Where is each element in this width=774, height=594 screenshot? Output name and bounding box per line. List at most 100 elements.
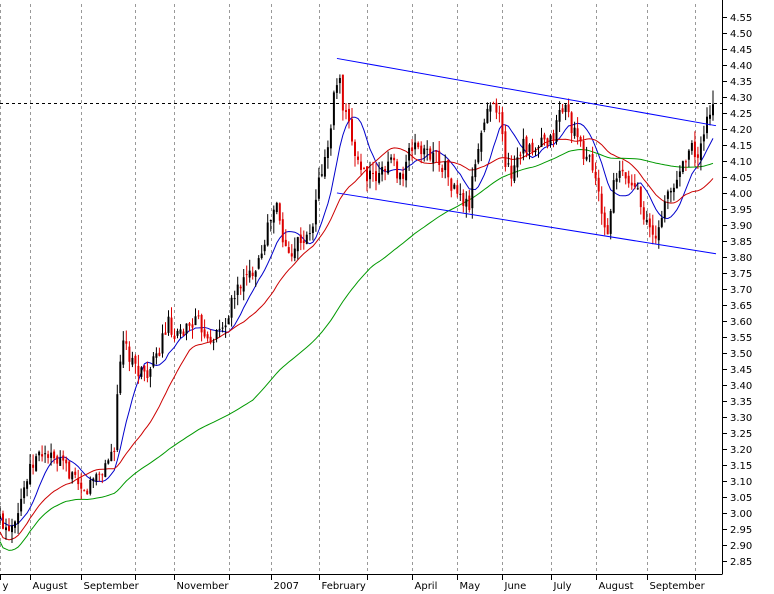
price-bar bbox=[612, 172, 615, 214]
price-bar bbox=[86, 488, 89, 495]
price-bar bbox=[125, 330, 128, 350]
price-bar bbox=[477, 143, 480, 165]
price-bar bbox=[335, 78, 338, 99]
price-bar bbox=[693, 131, 696, 167]
price-bar bbox=[278, 202, 281, 225]
price-bar bbox=[696, 146, 699, 169]
price-bar bbox=[326, 140, 329, 169]
price-bar bbox=[621, 160, 624, 176]
price-bar bbox=[104, 459, 107, 478]
price-bar bbox=[131, 351, 134, 368]
price-bar bbox=[573, 121, 576, 139]
price-bar bbox=[113, 447, 116, 462]
channel-lower-line bbox=[336, 192, 717, 255]
price-bar bbox=[549, 133, 552, 148]
moving-average-85 bbox=[0, 148, 714, 551]
price-bar bbox=[687, 149, 690, 168]
price-bar bbox=[26, 478, 29, 497]
price-bar bbox=[450, 177, 453, 198]
price-bar bbox=[552, 129, 555, 148]
price-bar bbox=[699, 136, 702, 171]
y-tick-label: 3.55 bbox=[730, 333, 752, 344]
price-bar bbox=[179, 324, 182, 339]
price-bar bbox=[308, 224, 311, 241]
channel-upper-line bbox=[336, 57, 717, 127]
price-bar bbox=[432, 142, 435, 172]
price-bar bbox=[161, 324, 164, 358]
price-bar bbox=[44, 445, 47, 463]
price-bar bbox=[203, 319, 206, 339]
price-bar bbox=[426, 140, 429, 161]
price-bar bbox=[345, 103, 347, 120]
price-bar bbox=[516, 147, 519, 178]
y-tick-label: 3.45 bbox=[730, 365, 752, 376]
price-bar bbox=[351, 108, 353, 146]
y-tick-label: 2.90 bbox=[730, 541, 752, 552]
y-tick-label: 3.30 bbox=[730, 413, 752, 424]
y-tick-label: 4.15 bbox=[730, 141, 752, 152]
price-bar bbox=[293, 237, 296, 262]
price-bar bbox=[498, 105, 501, 123]
price-bar bbox=[495, 98, 498, 120]
y-axis-ticks: 2.85 2.90 2.95 3.00 3.05 3.10 3.15 3.20 3.25 3.30… bbox=[722, 13, 752, 568]
price-bar bbox=[513, 155, 516, 184]
price-bar bbox=[507, 152, 510, 167]
price-bars bbox=[0, 74, 714, 543]
price-bar bbox=[706, 107, 708, 139]
price-bar bbox=[666, 189, 669, 210]
vertical-gridlines bbox=[0, 4, 696, 574]
price-bar bbox=[128, 341, 131, 372]
price-bar bbox=[642, 201, 645, 225]
price-bar bbox=[230, 295, 233, 327]
price-bar bbox=[564, 103, 567, 121]
price-bar bbox=[411, 139, 414, 161]
y-tick-label: 3.75 bbox=[730, 269, 752, 280]
price-bar bbox=[122, 331, 125, 368]
price-bar bbox=[555, 114, 558, 145]
price-bar bbox=[690, 140, 693, 155]
y-tick-label: 3.60 bbox=[730, 317, 752, 328]
price-bar bbox=[597, 169, 600, 202]
price-bar bbox=[74, 467, 77, 479]
price-bar bbox=[534, 147, 537, 156]
price-bar bbox=[408, 143, 411, 171]
price-bar bbox=[11, 518, 13, 543]
price-bar bbox=[486, 102, 489, 124]
price-bar bbox=[429, 146, 432, 162]
price-bar bbox=[245, 265, 248, 286]
price-bar bbox=[38, 450, 41, 462]
price-bar bbox=[284, 229, 287, 247]
price-bar bbox=[678, 165, 681, 187]
price-bar bbox=[393, 153, 396, 167]
price-bar bbox=[68, 460, 71, 480]
price-bar bbox=[483, 118, 486, 133]
price-bar bbox=[92, 477, 95, 488]
y-tick-label: 4.35 bbox=[730, 77, 752, 88]
price-bar bbox=[630, 174, 633, 190]
y-tick-label: 3.25 bbox=[730, 429, 752, 440]
price-bar bbox=[441, 164, 444, 178]
price-bar bbox=[546, 137, 549, 149]
price-bar bbox=[167, 310, 170, 336]
price-bar bbox=[62, 450, 65, 470]
price-bar bbox=[471, 167, 474, 219]
x-tick-label: 2007 bbox=[274, 581, 299, 592]
price-bar bbox=[354, 139, 356, 167]
price-bar bbox=[0, 505, 1, 526]
price-bar bbox=[378, 162, 381, 185]
x-tick-label: May bbox=[460, 581, 481, 592]
price-bar bbox=[20, 488, 23, 516]
y-tick-label: 2.85 bbox=[730, 557, 752, 568]
price-bar bbox=[287, 241, 290, 254]
price-bar bbox=[585, 146, 588, 162]
y-tick-label: 3.40 bbox=[730, 381, 752, 392]
price-bar bbox=[453, 182, 456, 190]
price-bar bbox=[582, 135, 585, 165]
price-bar bbox=[561, 104, 564, 114]
price-bar bbox=[332, 90, 335, 130]
price-bar bbox=[363, 166, 365, 170]
price-bar bbox=[212, 338, 215, 351]
price-bar bbox=[8, 518, 10, 532]
price-bar bbox=[384, 165, 387, 181]
price-bar bbox=[182, 328, 185, 337]
